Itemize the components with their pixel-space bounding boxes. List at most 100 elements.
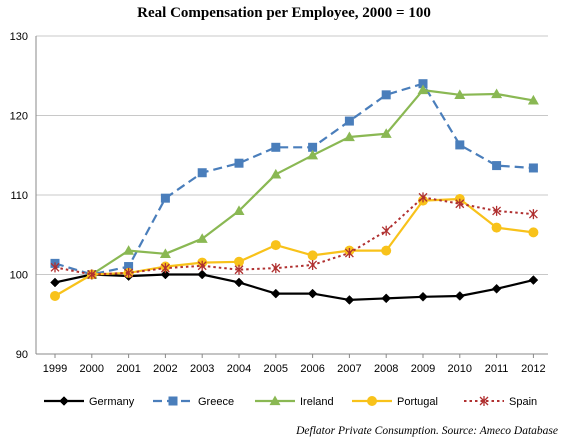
legend-marker-germany — [59, 396, 69, 406]
x-tick-label: 2000 — [80, 363, 104, 375]
data-point-ireland — [454, 89, 466, 99]
legend-entry-portugal: Portugal — [352, 396, 438, 408]
data-point-spain — [308, 259, 318, 270]
data-point-greece — [528, 163, 538, 173]
legend-marker-ireland — [269, 395, 281, 406]
y-tick-label: 120 — [10, 111, 28, 123]
data-point-germany — [418, 291, 428, 302]
data-point-spain — [50, 262, 60, 273]
x-tick-label: 2011 — [485, 363, 509, 375]
legend-marker-portugal — [367, 396, 377, 406]
y-tick-label: 90 — [16, 349, 28, 361]
series-line-germany — [54, 273, 534, 301]
series-line-ireland — [91, 89, 534, 276]
gridlines — [36, 35, 548, 355]
legend: Germany Greece Ireland Portugal Spain — [44, 395, 537, 408]
x-tick-label: 2002 — [153, 363, 177, 375]
legend-label-greece: Greece — [198, 396, 234, 408]
axes: 90 100 110 120 130 1999 2000 2001 2002 2003 2004 20… — [10, 31, 548, 375]
series-line-portugal — [54, 197, 534, 297]
data-point-germany — [270, 288, 281, 299]
series-greece — [50, 79, 538, 279]
legend-entry-ireland: Ireland — [255, 395, 334, 408]
data-point-spain — [455, 198, 465, 209]
data-point-portugal — [307, 250, 318, 261]
data-point-ireland — [233, 205, 245, 216]
data-point-ireland — [270, 168, 282, 179]
data-point-spain — [124, 267, 134, 278]
source-annotation: Deflator Private Consumption. Source: Am… — [295, 425, 558, 437]
data-point-ireland — [343, 131, 355, 142]
series-lines — [50, 79, 539, 305]
data-point-ireland — [196, 233, 208, 243]
data-point-germany — [381, 293, 392, 304]
series-germany — [50, 269, 539, 305]
x-tick-label: 2008 — [374, 363, 398, 375]
data-point-spain — [234, 264, 244, 275]
legend-entry-greece: Greece — [153, 396, 234, 408]
data-point-germany — [160, 269, 171, 280]
data-point-spain — [197, 260, 207, 271]
data-point-ireland — [527, 94, 539, 105]
x-tick-label: 1999 — [43, 363, 67, 375]
data-point-greece — [492, 161, 502, 171]
data-point-portugal — [50, 290, 60, 301]
data-point-greece — [344, 116, 354, 126]
x-tick-label: 2012 — [521, 363, 545, 375]
data-point-greece — [197, 168, 207, 178]
data-point-ireland — [491, 88, 503, 99]
x-tick-label: 2007 — [337, 363, 361, 375]
data-point-germany — [50, 277, 60, 288]
data-point-greece — [381, 90, 391, 100]
data-point-spain — [381, 225, 391, 236]
series-ireland — [86, 84, 539, 279]
data-point-ireland — [159, 248, 171, 258]
data-point-germany — [307, 288, 318, 299]
data-point-portugal — [381, 245, 392, 256]
x-tick-label: 2005 — [264, 363, 288, 375]
legend-label-portugal: Portugal — [397, 396, 438, 408]
data-point-spain — [492, 205, 502, 216]
data-point-spain — [160, 263, 170, 274]
y-tick-label: 130 — [10, 31, 28, 43]
x-tick-label: 2004 — [227, 363, 251, 375]
legend-entry-spain: Spain — [464, 396, 537, 408]
y-tick-label: 110 — [10, 190, 28, 202]
data-point-portugal — [491, 222, 502, 233]
series-line-greece — [54, 82, 534, 276]
data-point-germany — [344, 295, 355, 305]
legend-marker-spain — [479, 396, 489, 406]
data-point-germany — [528, 275, 539, 285]
y-tick-label: 100 — [10, 270, 28, 282]
data-point-spain — [528, 209, 538, 220]
x-tick-label: 2010 — [448, 363, 472, 375]
data-point-germany — [491, 283, 502, 294]
legend-label-ireland: Ireland — [300, 396, 334, 408]
data-point-ireland — [417, 84, 429, 95]
data-point-germany — [454, 291, 465, 301]
x-tick-label: 2006 — [300, 363, 324, 375]
data-point-greece — [418, 79, 428, 89]
data-point-spain — [271, 263, 281, 274]
legend-entry-germany: Germany — [44, 396, 135, 408]
data-point-greece — [160, 193, 170, 203]
data-point-portugal — [270, 240, 281, 251]
data-point-greece — [234, 158, 244, 168]
legend-marker-greece — [168, 396, 178, 406]
x-tick-label: 2009 — [411, 363, 435, 375]
data-point-spain — [418, 192, 428, 203]
data-point-greece — [124, 262, 134, 272]
legend-label-germany: Germany — [89, 396, 135, 408]
data-point-germany — [234, 277, 244, 288]
data-point-greece — [308, 142, 318, 152]
chart-title: Real Compensation per Employee, 2000 = 1… — [137, 5, 431, 21]
x-tick-label: 2001 — [116, 363, 140, 375]
data-point-ireland — [307, 149, 319, 160]
x-tick-label: 2003 — [190, 363, 214, 375]
data-point-spain — [344, 248, 354, 259]
data-point-germany — [197, 269, 208, 280]
series-spain — [50, 192, 538, 280]
data-point-portugal — [528, 227, 539, 238]
